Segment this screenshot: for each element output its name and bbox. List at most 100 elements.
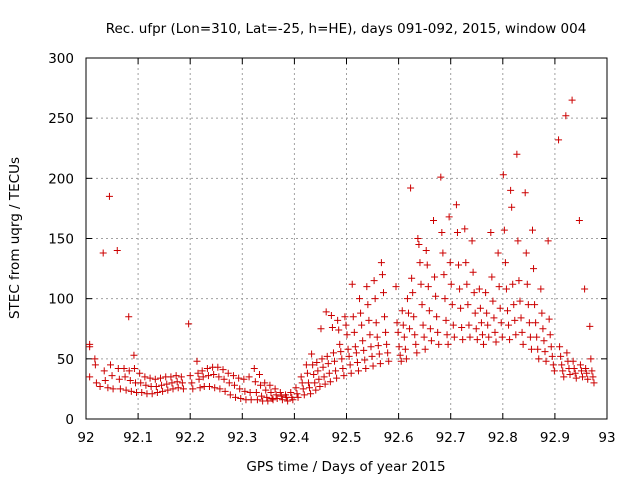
data-point bbox=[395, 343, 403, 351]
data-point bbox=[199, 373, 207, 381]
data-point bbox=[101, 376, 109, 384]
x-tick-label: 93 bbox=[598, 430, 615, 446]
x-tick-label: 92.8 bbox=[488, 430, 518, 446]
data-point bbox=[491, 328, 499, 336]
data-point bbox=[340, 372, 348, 380]
data-point bbox=[492, 338, 500, 346]
data-point bbox=[324, 360, 332, 368]
data-point bbox=[373, 333, 381, 341]
data-point bbox=[508, 203, 516, 211]
data-point bbox=[545, 315, 553, 323]
data-point bbox=[462, 259, 470, 267]
x-tick-label: 92 bbox=[77, 430, 94, 446]
data-point bbox=[379, 289, 387, 297]
data-point bbox=[524, 301, 532, 309]
data-point bbox=[205, 383, 213, 391]
data-point bbox=[329, 349, 337, 357]
data-point bbox=[126, 376, 134, 384]
data-point bbox=[473, 336, 481, 344]
data-point bbox=[367, 343, 375, 351]
data-point bbox=[255, 370, 263, 378]
data-point bbox=[512, 331, 520, 339]
data-point bbox=[309, 361, 317, 369]
data-point bbox=[469, 268, 477, 276]
data-point bbox=[547, 343, 555, 351]
data-point bbox=[449, 321, 457, 329]
data-point bbox=[298, 379, 306, 387]
data-point bbox=[257, 381, 265, 389]
data-point bbox=[583, 369, 591, 377]
data-point bbox=[530, 265, 538, 273]
data-point bbox=[108, 372, 116, 380]
data-point bbox=[172, 372, 180, 380]
data-point bbox=[382, 328, 390, 336]
data-point bbox=[445, 213, 453, 221]
data-point bbox=[271, 385, 279, 393]
data-point bbox=[419, 321, 427, 329]
data-point bbox=[463, 280, 471, 288]
data-point bbox=[266, 381, 274, 389]
data-point bbox=[326, 378, 334, 386]
data-point bbox=[258, 392, 266, 400]
data-point bbox=[263, 393, 271, 401]
y-tick-label: 200 bbox=[48, 171, 74, 187]
data-point bbox=[461, 225, 469, 233]
data-point bbox=[392, 283, 400, 291]
data-point bbox=[532, 319, 540, 327]
data-point bbox=[418, 301, 426, 309]
data-point bbox=[485, 333, 493, 341]
data-point bbox=[455, 261, 463, 269]
data-point bbox=[505, 321, 513, 329]
data-point bbox=[342, 321, 350, 329]
data-point bbox=[539, 325, 547, 333]
data-point bbox=[518, 328, 526, 336]
data-point bbox=[273, 395, 281, 403]
data-point bbox=[122, 386, 130, 394]
chart-title: Rec. ufpr (Lon=310, Lat=-25, h=HE), days… bbox=[106, 21, 587, 37]
data-point bbox=[229, 372, 237, 380]
data-point bbox=[278, 396, 286, 404]
data-point bbox=[130, 364, 138, 372]
data-point bbox=[577, 367, 585, 375]
data-point bbox=[214, 363, 222, 371]
data-point bbox=[297, 373, 305, 381]
data-point bbox=[497, 319, 505, 327]
data-point bbox=[204, 372, 212, 380]
data-point bbox=[293, 390, 301, 398]
data-point bbox=[407, 184, 415, 192]
data-points bbox=[86, 96, 598, 405]
data-point bbox=[210, 370, 218, 378]
data-point bbox=[412, 340, 420, 348]
data-point bbox=[351, 343, 359, 351]
data-point bbox=[409, 289, 417, 297]
data-point bbox=[371, 295, 379, 303]
data-point bbox=[452, 201, 460, 209]
data-point bbox=[563, 349, 571, 357]
data-point bbox=[350, 328, 358, 336]
y-tick-label: 0 bbox=[65, 412, 74, 428]
data-point bbox=[92, 379, 100, 387]
data-point bbox=[203, 364, 211, 372]
data-point bbox=[328, 324, 336, 332]
data-point bbox=[312, 386, 320, 394]
data-point bbox=[533, 333, 541, 341]
data-point bbox=[588, 367, 596, 375]
data-point bbox=[421, 345, 429, 353]
data-point bbox=[343, 331, 351, 339]
y-tick-label: 150 bbox=[48, 232, 74, 248]
data-point bbox=[459, 336, 467, 344]
data-point bbox=[425, 307, 433, 315]
data-point bbox=[397, 357, 405, 365]
data-point bbox=[511, 316, 519, 324]
data-point bbox=[584, 375, 592, 383]
data-point bbox=[321, 380, 329, 388]
data-point bbox=[310, 370, 318, 378]
data-point bbox=[195, 375, 203, 383]
data-point bbox=[414, 235, 422, 242]
data-point bbox=[434, 328, 442, 336]
data-point bbox=[404, 309, 412, 317]
data-point bbox=[476, 304, 484, 312]
data-point bbox=[423, 261, 431, 269]
data-point bbox=[284, 397, 292, 405]
data-point bbox=[347, 369, 355, 377]
